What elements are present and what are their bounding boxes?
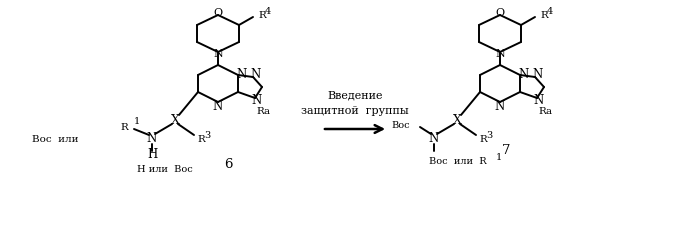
Text: R: R — [197, 136, 205, 144]
Text: 3: 3 — [204, 130, 210, 140]
Text: Boc: Boc — [391, 121, 410, 129]
Text: N: N — [213, 100, 223, 112]
Text: 1: 1 — [496, 153, 503, 163]
Text: 6: 6 — [224, 159, 232, 171]
Text: N: N — [251, 68, 261, 82]
Text: Вос  или  R: Вос или R — [429, 158, 487, 166]
Text: N: N — [213, 49, 223, 59]
Text: N: N — [495, 100, 505, 112]
Text: N: N — [495, 49, 505, 59]
Text: R: R — [258, 12, 266, 21]
Text: H: H — [147, 147, 157, 161]
Text: защитной  группы: защитной группы — [301, 106, 409, 116]
Text: O: O — [213, 8, 222, 18]
Text: N: N — [237, 67, 247, 81]
Text: R: R — [120, 123, 128, 131]
Text: 4: 4 — [547, 7, 553, 17]
Text: R: R — [479, 136, 487, 144]
Text: Н или  Вос: Н или Вос — [137, 165, 193, 173]
Text: Введение: Введение — [327, 90, 383, 100]
Text: O: O — [496, 8, 505, 18]
Text: N: N — [533, 68, 543, 82]
Text: Вос  или: Вос или — [32, 135, 78, 144]
Text: X: X — [171, 114, 180, 126]
Text: Ra: Ra — [539, 107, 553, 117]
Text: N: N — [252, 95, 262, 107]
Text: 3: 3 — [486, 130, 492, 140]
Text: N: N — [147, 132, 157, 145]
Text: 7: 7 — [502, 144, 510, 158]
Text: X: X — [452, 114, 461, 126]
Text: 1: 1 — [134, 118, 140, 126]
Text: N: N — [534, 95, 544, 107]
Text: 4: 4 — [265, 7, 271, 17]
Text: N: N — [429, 132, 439, 145]
Text: N: N — [519, 67, 529, 81]
Text: R: R — [540, 12, 548, 21]
Text: Ra: Ra — [257, 107, 271, 117]
